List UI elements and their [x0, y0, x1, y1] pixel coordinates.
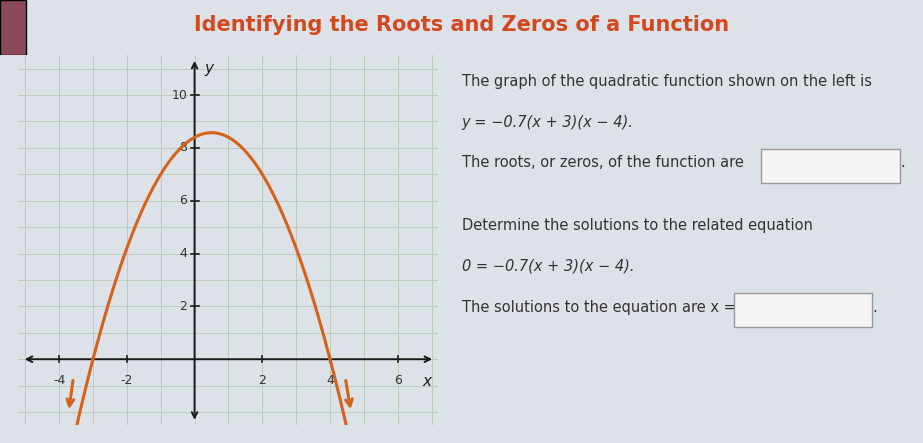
Text: Try It: Try It	[0, 39, 26, 49]
Text: The solutions to the equation are x =: The solutions to the equation are x =	[462, 299, 736, 315]
Text: 8: 8	[179, 141, 187, 154]
Text: The roots, or zeros, of the function are: The roots, or zeros, of the function are	[462, 155, 743, 170]
FancyBboxPatch shape	[0, 0, 26, 55]
Text: The graph of the quadratic function shown on the left is: The graph of the quadratic function show…	[462, 74, 871, 89]
Text: 10: 10	[172, 89, 187, 101]
Text: 0 = −0.7(x + 3)(x − 4).: 0 = −0.7(x + 3)(x − 4).	[462, 259, 634, 274]
Text: 6: 6	[394, 374, 402, 387]
Text: .: .	[872, 299, 877, 315]
Text: .: .	[900, 155, 905, 170]
FancyBboxPatch shape	[761, 149, 900, 183]
Text: ⌄: ⌄	[883, 161, 893, 171]
Text: 4: 4	[179, 247, 187, 260]
FancyBboxPatch shape	[734, 293, 872, 327]
Text: Identifying the Roots and Zeros of a Function: Identifying the Roots and Zeros of a Fun…	[194, 15, 729, 35]
Text: Determine the solutions to the related equation: Determine the solutions to the related e…	[462, 218, 812, 233]
Text: 2: 2	[179, 300, 187, 313]
Text: y: y	[205, 61, 214, 76]
Text: ⌄: ⌄	[856, 305, 866, 315]
Text: -2: -2	[121, 374, 133, 387]
Text: x: x	[422, 374, 431, 389]
Text: 4: 4	[326, 374, 334, 387]
Text: y = −0.7(x + 3)(x − 4).: y = −0.7(x + 3)(x − 4).	[462, 115, 633, 129]
Text: 6: 6	[179, 194, 187, 207]
Text: 2: 2	[258, 374, 266, 387]
Text: -4: -4	[53, 374, 66, 387]
